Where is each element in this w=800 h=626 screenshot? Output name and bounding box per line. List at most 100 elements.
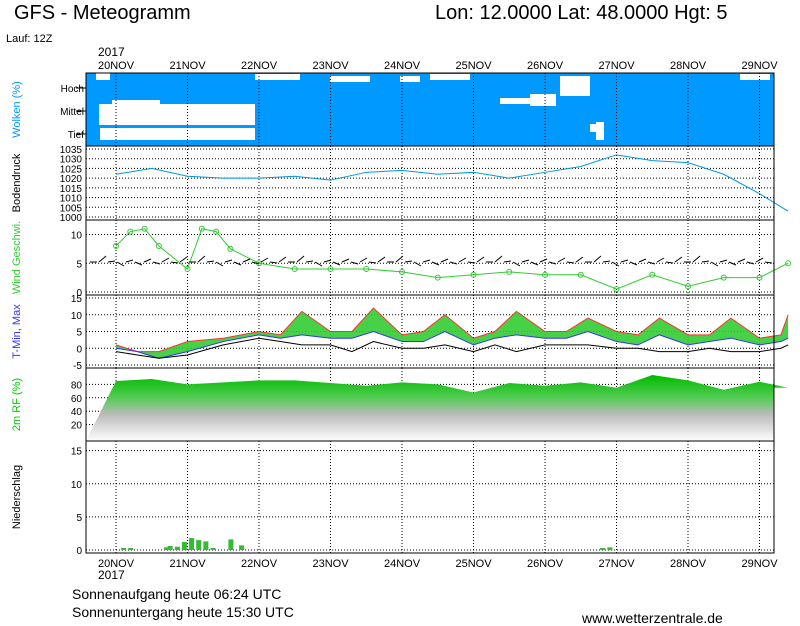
wind-barb — [548, 261, 557, 265]
cloud-gap — [740, 74, 770, 80]
rf-tick-label: 80 — [71, 380, 83, 391]
rf-tick-label: 40 — [71, 407, 83, 418]
wind-barb — [359, 257, 368, 263]
wind-point — [756, 274, 763, 281]
tmax-line — [115, 307, 789, 353]
wind-point — [470, 271, 477, 278]
wind-barb — [395, 255, 404, 263]
wind-barb — [611, 261, 620, 267]
wind-barb — [575, 256, 584, 263]
wind-barb — [215, 261, 224, 267]
cloud-gap — [400, 76, 420, 82]
wind-axis-label: Wind Geschwi. — [11, 221, 23, 294]
precip-bar — [181, 542, 187, 550]
pressure-tick-label: 1000 — [60, 213, 83, 224]
precip-bar — [203, 541, 209, 550]
wind-barb — [710, 261, 719, 267]
wind-barb — [476, 256, 485, 263]
date-label-top: 25NOV — [455, 60, 492, 72]
wind-barb — [116, 261, 125, 267]
wind-point — [363, 266, 370, 272]
temp-tick-label: 10 — [71, 311, 83, 322]
pressure-tick-label: 1025 — [60, 164, 83, 175]
temp-tick-label: -5 — [73, 361, 82, 372]
rf-tick-label: 20 — [71, 421, 83, 432]
wind-barb — [98, 255, 107, 263]
wind-barb — [701, 260, 710, 263]
date-label-top: 20NOV — [98, 60, 135, 72]
wind-point — [542, 271, 548, 278]
rf-area — [86, 375, 789, 441]
panel-frame — [85, 145, 775, 221]
date-label-top: 26NOV — [527, 60, 564, 72]
wind-barb — [503, 260, 512, 263]
wind-tick-label: 10 — [71, 231, 83, 242]
pressure-tick-label: 1035 — [60, 145, 83, 156]
wind-barb — [755, 257, 764, 263]
cloud-level-label: Mittel — [60, 107, 84, 118]
wind-barb — [341, 258, 350, 263]
temp-tick-label: 5 — [76, 328, 82, 339]
tmin-line — [115, 330, 789, 359]
precip-bar — [239, 545, 245, 550]
date-label-top: 22NOV — [241, 60, 278, 72]
precip-tick-label: 5 — [76, 513, 82, 524]
cloud-axis-label: Wolken (%) — [11, 81, 23, 138]
wind-point — [577, 271, 584, 278]
wind-barb — [656, 257, 665, 263]
wind-barb — [269, 261, 278, 264]
wind-barb — [224, 259, 233, 263]
cloud-gap — [330, 76, 370, 82]
date-label-bottom: 26NOV — [527, 558, 564, 570]
wind-point — [141, 225, 148, 232]
pressure-tick-label: 1020 — [60, 174, 83, 185]
cloud-level-label: Hoch — [61, 84, 84, 95]
website-text: www.wetterzentrale.de — [582, 610, 723, 626]
precip-bar — [607, 547, 613, 550]
wind-barb — [170, 261, 179, 264]
date-label-top: 21NOV — [169, 60, 206, 72]
cloud-gap — [112, 100, 160, 108]
wind-barb — [431, 261, 440, 266]
date-label-top: 28NOV — [670, 60, 707, 72]
wind-barb — [242, 258, 251, 263]
wind-barb — [539, 258, 548, 263]
wind-barb — [260, 257, 269, 263]
precip-bar — [228, 539, 234, 550]
wind-barb — [665, 261, 674, 264]
date-label-bottom: 21NOV — [169, 558, 206, 570]
wind-line — [115, 228, 789, 290]
temp-tick-label: 0 — [76, 344, 82, 355]
wind-point — [213, 228, 220, 235]
wind-point — [720, 274, 727, 281]
precip-bar — [600, 548, 606, 550]
wind-barb — [530, 261, 539, 266]
wind-barb — [638, 258, 647, 263]
wind-point — [399, 268, 405, 275]
wind-point — [127, 228, 134, 235]
date-label-bottom: 23NOV — [312, 558, 349, 570]
wind-barb — [305, 260, 314, 263]
cloud-level-label: Tief — [68, 130, 85, 141]
wind-barb — [251, 261, 260, 265]
wind-barb — [512, 261, 521, 267]
date-label-top: 29NOV — [741, 60, 778, 72]
wind-barb — [494, 255, 503, 263]
precip-bar — [196, 540, 202, 550]
wind-barb — [314, 261, 323, 267]
wind-barb — [692, 255, 701, 263]
wind-barb — [467, 261, 476, 264]
wind-barb — [323, 259, 332, 263]
wind-point — [155, 243, 162, 249]
date-label-bottom: 24NOV — [384, 558, 421, 570]
wind-barb — [593, 255, 602, 263]
year-top: 2017 — [98, 45, 125, 59]
wind-barb — [296, 255, 305, 263]
wind-point — [613, 286, 620, 293]
date-label-bottom: 29NOV — [741, 558, 778, 570]
wind-barb — [557, 257, 566, 263]
temp-axis-label: T-Min, Max — [11, 304, 23, 359]
wind-barb — [134, 261, 143, 266]
cloud-gap — [560, 76, 590, 96]
